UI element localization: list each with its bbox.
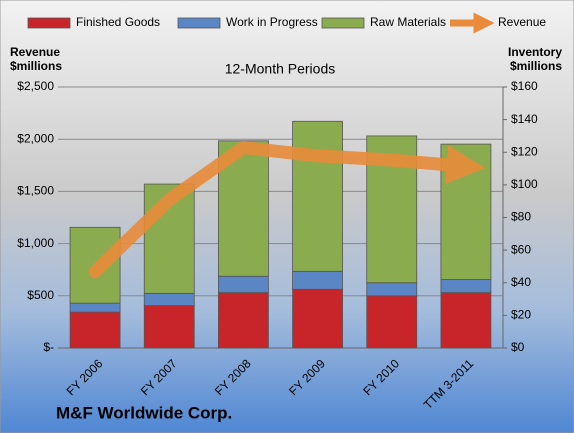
- y2-tick-label: $60: [511, 242, 531, 256]
- bar-segment: [292, 270, 343, 290]
- y2-tick-label: $20: [511, 308, 531, 322]
- revenue-line: [88, 141, 486, 279]
- y2-tick-label: $100: [511, 177, 538, 191]
- bar-segment: [69, 311, 121, 349]
- y-tick-label: $500: [27, 288, 54, 302]
- legend-swatch: [177, 17, 221, 29]
- y2-tick-label: $140: [511, 112, 538, 126]
- bar-segment: [69, 302, 121, 313]
- y-axis-title: $millions: [10, 59, 62, 73]
- legend-swatch: [27, 17, 71, 29]
- legend-swatch: [321, 17, 365, 29]
- y2-axis-title: $millions: [510, 59, 562, 73]
- legend-label: Raw Materials: [370, 15, 446, 29]
- legend-label: Work in Progress: [226, 15, 318, 29]
- bar-segment: [366, 282, 418, 297]
- chart-title: 12-Month Periods: [225, 61, 336, 77]
- bar-segment: [440, 279, 492, 293]
- legend-label: Finished Goods: [76, 15, 160, 29]
- y2-tick-label: $80: [511, 210, 531, 224]
- legend-label: Revenue: [498, 15, 546, 29]
- bar-segment: [440, 292, 492, 349]
- y2-tick-label: $160: [511, 79, 538, 93]
- y2-tick-label: $40: [511, 275, 531, 289]
- bar-segment: [143, 292, 195, 306]
- y-tick-label: $1,500: [17, 184, 54, 198]
- y2-tick-label: $120: [511, 144, 538, 158]
- bar-segment: [292, 288, 343, 349]
- y2-axis-title: Inventory: [508, 45, 562, 59]
- footer: M&F Worldwide Corp.: [56, 403, 232, 422]
- y-tick-label: $-: [43, 340, 54, 354]
- y-tick-label: $2,000: [17, 131, 54, 145]
- bar-segment: [143, 305, 195, 349]
- y-tick-label: $2,500: [17, 79, 54, 93]
- y-axis-title: Revenue: [10, 45, 60, 59]
- bar-segment: [218, 275, 269, 293]
- bar-segment: [218, 292, 269, 349]
- y2-tick-label: $0: [511, 340, 525, 354]
- y-tick-label: $1,000: [17, 236, 54, 250]
- bar-segment: [292, 120, 343, 272]
- bar-segment: [366, 295, 418, 349]
